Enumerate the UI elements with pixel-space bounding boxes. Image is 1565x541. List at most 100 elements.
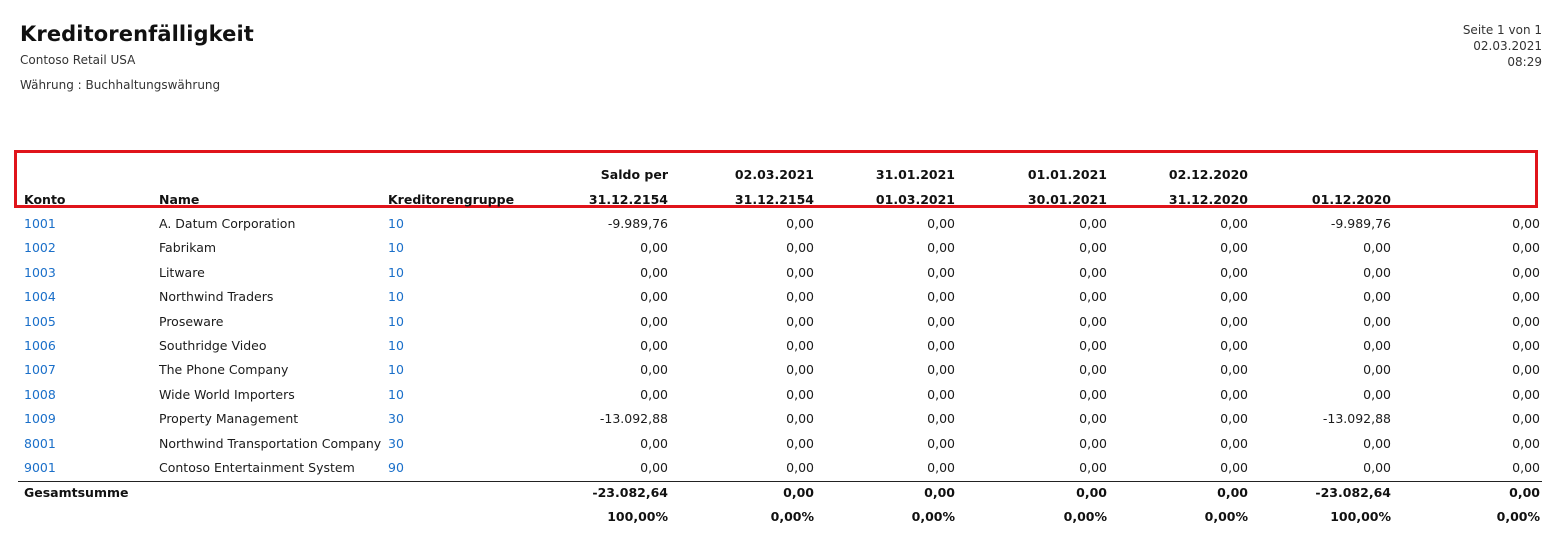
amount-cell: 0,00 — [1363, 314, 1391, 329]
total-percent: 0,00% — [1496, 509, 1540, 524]
vendor-group-link[interactable]: 30 — [388, 436, 404, 451]
amount-cell: 0,00 — [1220, 314, 1248, 329]
column-header-name: Name — [159, 192, 200, 207]
vendor-name: Litware — [159, 265, 205, 280]
total-percent: 0,00% — [1204, 509, 1248, 524]
company-name: Contoso Retail USA — [20, 53, 136, 67]
amount-cell: 0,00 — [1512, 362, 1540, 377]
amount-cell: 0,00 — [1363, 289, 1391, 304]
vendor-group-link[interactable]: 10 — [388, 338, 404, 353]
amount-cell: 0,00 — [927, 387, 955, 402]
vendor-name: Wide World Importers — [159, 387, 295, 402]
amount-cell: -9.989,76 — [607, 216, 668, 231]
amount-cell: 0,00 — [786, 314, 814, 329]
amount-cell: 0,00 — [1512, 387, 1540, 402]
amount-cell: 0,00 — [1079, 314, 1107, 329]
amount-cell: 0,00 — [1079, 387, 1107, 402]
amount-cell: 0,00 — [1220, 289, 1248, 304]
vendor-group-link[interactable]: 10 — [388, 265, 404, 280]
amount-cell: 0,00 — [1363, 436, 1391, 451]
amount-cell: 0,00 — [927, 265, 955, 280]
vendor-account-link[interactable]: 1004 — [24, 289, 56, 304]
column-header-line2: 30.01.2021 — [1027, 192, 1107, 207]
amount-cell: 0,00 — [1363, 265, 1391, 280]
amount-cell: 0,00 — [1220, 338, 1248, 353]
amount-cell: 0,00 — [786, 460, 814, 475]
amount-cell: 0,00 — [1363, 362, 1391, 377]
amount-cell: -13.092,88 — [599, 411, 668, 426]
amount-cell: 0,00 — [1220, 460, 1248, 475]
amount-cell: 0,00 — [786, 265, 814, 280]
amount-cell: 0,00 — [1512, 240, 1540, 255]
vendor-group-link[interactable]: 30 — [388, 411, 404, 426]
column-header-line1: 02.03.2021 — [734, 167, 814, 182]
column-header-line1: 01.01.2021 — [1027, 167, 1107, 182]
column-header-line1 — [1251, 166, 1391, 184]
total-label: Gesamtsumme — [24, 485, 129, 500]
vendor-group-link[interactable]: 10 — [388, 387, 404, 402]
amount-cell: 0,00 — [786, 436, 814, 451]
report-date: 02.03.2021 — [1473, 39, 1542, 53]
vendor-account-link[interactable]: 1009 — [24, 411, 56, 426]
amount-cell: 0,00 — [640, 289, 668, 304]
amount-cell: 0,00 — [786, 216, 814, 231]
amount-cell: -13.092,88 — [1322, 411, 1391, 426]
amount-cell: 0,00 — [1079, 362, 1107, 377]
amount-cell: 0,00 — [640, 362, 668, 377]
total-amount: 0,00 — [924, 485, 955, 500]
amount-cell: 0,00 — [927, 314, 955, 329]
vendor-group-link[interactable]: 10 — [388, 289, 404, 304]
total-percent: 100,00% — [607, 509, 668, 524]
vendor-account-link[interactable]: 1002 — [24, 240, 56, 255]
total-amount: 0,00 — [783, 485, 814, 500]
vendor-name: Northwind Transportation Company — [159, 436, 382, 451]
column-header-line1: 02.12.2020 — [1168, 167, 1248, 182]
amount-cell: 0,00 — [640, 314, 668, 329]
vendor-account-link[interactable]: 1003 — [24, 265, 56, 280]
column-header-line2: 31.12.2154 — [588, 192, 668, 207]
amount-cell: 0,00 — [1512, 460, 1540, 475]
amount-cell: 0,00 — [640, 460, 668, 475]
vendor-account-link[interactable]: 1006 — [24, 338, 56, 353]
page-number: Seite 1 von 1 — [1462, 23, 1542, 37]
amount-cell: 0,00 — [1363, 387, 1391, 402]
vendor-name: A. Datum Corporation — [159, 216, 296, 231]
amount-cell: 0,00 — [927, 411, 955, 426]
amount-cell: 0,00 — [1512, 314, 1540, 329]
amount-cell: 0,00 — [1220, 411, 1248, 426]
currency-label: Währung : Buchhaltungswährung — [20, 78, 221, 92]
amount-cell: 0,00 — [1079, 265, 1107, 280]
vendor-name: Fabrikam — [159, 240, 217, 255]
vendor-account-link[interactable]: 1007 — [24, 362, 56, 377]
column-header-line2: 31.12.2020 — [1168, 192, 1248, 207]
vendor-group-link[interactable]: 10 — [388, 362, 404, 377]
vendor-account-link[interactable]: 1008 — [24, 387, 56, 402]
vendor-account-link[interactable]: 1001 — [24, 216, 56, 231]
vendor-account-link[interactable]: 1005 — [24, 314, 56, 329]
amount-cell: 0,00 — [1363, 460, 1391, 475]
amount-cell: 0,00 — [1079, 411, 1107, 426]
vendor-account-link[interactable]: 9001 — [24, 460, 56, 475]
amount-cell: 0,00 — [1079, 240, 1107, 255]
amount-cell: 0,00 — [786, 338, 814, 353]
amount-cell: 0,00 — [1079, 289, 1107, 304]
vendor-group-link[interactable]: 10 — [388, 216, 404, 231]
amount-cell: 0,00 — [1512, 411, 1540, 426]
column-header-line2: 31.12.2154 — [734, 192, 814, 207]
amount-cell: 0,00 — [1512, 216, 1540, 231]
vendor-group-link[interactable]: 10 — [388, 240, 404, 255]
vendor-name: Southridge Video — [159, 338, 267, 353]
amount-cell: 0,00 — [1220, 387, 1248, 402]
total-amount: 0,00 — [1217, 485, 1248, 500]
totals-divider — [18, 481, 1542, 482]
amount-cell: 0,00 — [1079, 436, 1107, 451]
column-header-line2: 01.12.2020 — [1311, 192, 1391, 207]
vendor-account-link[interactable]: 8001 — [24, 436, 56, 451]
column-header-line1: 31.01.2021 — [875, 167, 955, 182]
vendor-group-link[interactable]: 10 — [388, 314, 404, 329]
total-percent: 100,00% — [1330, 509, 1391, 524]
amount-cell: 0,00 — [1079, 216, 1107, 231]
total-percent: 0,00% — [1063, 509, 1107, 524]
vendor-group-link[interactable]: 90 — [388, 460, 404, 475]
amount-cell: 0,00 — [1220, 362, 1248, 377]
